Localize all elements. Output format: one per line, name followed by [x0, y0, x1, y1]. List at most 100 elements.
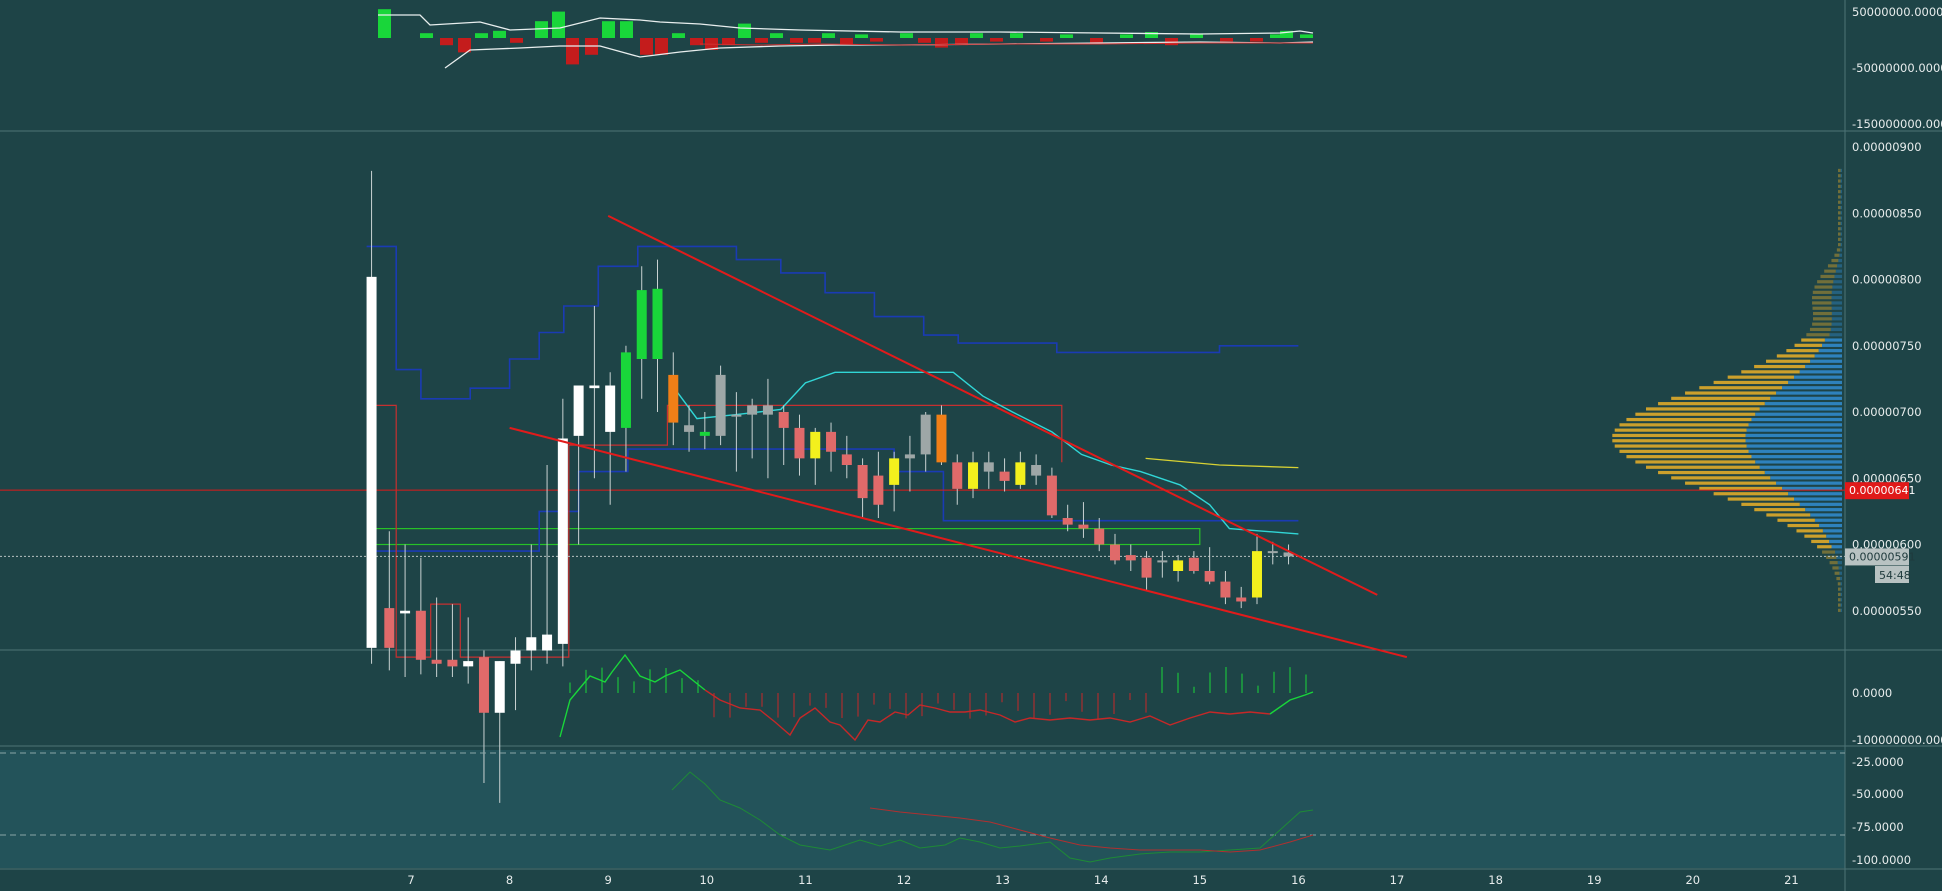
volume-profile-bar	[1713, 492, 1789, 496]
volume-profile-bar	[1812, 306, 1832, 310]
candle-body	[983, 462, 994, 472]
volume-profile-bar	[1805, 364, 1842, 369]
top-volume-bar	[1040, 38, 1053, 42]
volume-profile-bar	[1745, 439, 1842, 443]
candle-body	[1204, 571, 1215, 582]
top-volume-bar	[1165, 38, 1178, 46]
candle-body	[652, 288, 663, 359]
volume-profile-bar	[1685, 481, 1777, 485]
volume-profile-bar	[1612, 439, 1746, 443]
top-volume-bar	[935, 38, 948, 48]
donchian-upper-line	[366, 245, 1299, 400]
candlesticks	[366, 170, 1294, 803]
oscillator-panel	[559, 653, 1314, 742]
top-volume-bar	[1190, 34, 1203, 38]
volume-profile-bar	[1746, 444, 1842, 448]
top-volume-bar	[1250, 38, 1263, 42]
volume-profile-bar	[1811, 539, 1830, 544]
volume-profile-bar	[1812, 301, 1832, 305]
last-price-badge-text: 0.00000591	[1849, 550, 1915, 563]
candle-body	[1094, 528, 1105, 545]
top-volume-bar	[755, 38, 768, 43]
volume-profile-bar	[1840, 248, 1842, 252]
volume-profile-bar	[1833, 280, 1842, 284]
volume-profile-bar	[1834, 571, 1840, 575]
trendline	[509, 426, 1408, 659]
volume-profile-bar	[1814, 518, 1842, 522]
candle-body	[1141, 557, 1152, 578]
price-tick-label: 0.00000750	[1852, 339, 1922, 353]
candle-body	[810, 431, 821, 459]
volume-profile-bar	[1838, 168, 1841, 173]
red-step-line	[376, 404, 1063, 658]
candle-body	[731, 414, 742, 417]
bottom-tick-label: -50.0000	[1852, 787, 1904, 801]
volume-profile-bar	[1782, 386, 1842, 390]
top-volume-bar	[510, 38, 523, 43]
volume-profile-bar	[1626, 417, 1752, 422]
top-volume-bar	[955, 38, 968, 46]
top-volume-bar	[655, 38, 668, 55]
candle-body	[463, 661, 474, 667]
top-volume-bar	[1120, 34, 1133, 38]
top-tick-label: 50000000.0000	[1852, 5, 1942, 19]
volume-profile-bar	[1776, 354, 1815, 358]
oscillator-line-red	[704, 689, 1271, 742]
volume-profile-bar	[1810, 513, 1842, 517]
volume-profile-bar	[1826, 555, 1837, 559]
volume-profile-bar	[1812, 290, 1832, 294]
candle-body	[573, 385, 584, 436]
top-volume-bar	[840, 38, 853, 46]
volume-profile-bar	[1794, 343, 1823, 347]
candle-body	[936, 414, 947, 463]
price-tick-label: 0.00000600	[1852, 538, 1922, 552]
volume-profile-bar	[1838, 227, 1841, 231]
top-volume-bar	[1145, 32, 1158, 38]
volume-profile-bar	[1793, 375, 1842, 379]
volume-profile-bar	[1685, 391, 1777, 395]
candle-body	[1173, 560, 1184, 571]
volume-profile-bar	[1839, 571, 1842, 575]
volume-profile-bar	[1751, 455, 1842, 459]
bottom-tick-label: -25.0000	[1852, 755, 1904, 769]
volume-profile-bar	[1840, 205, 1842, 210]
candle-body	[478, 657, 489, 713]
volume-profile-bar	[1794, 497, 1842, 501]
volume-profile-bar	[1671, 396, 1771, 400]
volume-profile-bar	[1804, 534, 1827, 538]
volume-profile-bar	[1838, 608, 1841, 612]
volume-profile-bar	[1840, 174, 1842, 178]
last-price-badge: 0.00000591 54:48	[1845, 548, 1915, 583]
top-volume-bar	[1220, 38, 1233, 42]
candle-body	[999, 471, 1010, 481]
bottom-oscillator-panel	[0, 752, 1845, 863]
main-price-panel	[0, 168, 1845, 803]
volume-profile-bar	[1658, 402, 1765, 406]
x-tick-label: 19	[1587, 873, 1602, 887]
top-volume-bar	[420, 33, 433, 38]
volume-profile-bar	[1840, 237, 1842, 241]
volume-profile-bar	[1838, 205, 1841, 210]
volume-profile-bar	[1741, 502, 1800, 506]
bottom-green-line	[671, 771, 1314, 863]
candle-body	[366, 276, 377, 648]
volume-profile-bar	[1658, 470, 1765, 475]
oscillator-line-green	[559, 653, 706, 738]
countdown-badge-bg	[1875, 566, 1909, 583]
volume-profile-bar	[1838, 603, 1841, 607]
top-volume-bar	[1300, 34, 1313, 38]
candle-body	[684, 425, 695, 432]
x-tick-label: 12	[897, 873, 912, 887]
candle-body	[1110, 544, 1121, 561]
top-volume-bar	[918, 38, 931, 43]
candle-body	[873, 475, 884, 505]
volume-profile-bar	[1812, 322, 1832, 326]
x-tick-label: 14	[1094, 873, 1109, 887]
top-volume-bar	[602, 21, 615, 38]
top-volume-bar	[535, 21, 548, 38]
x-tick-label: 8	[506, 873, 513, 887]
volume-profile-bar	[1840, 216, 1842, 220]
volume-profile-bar	[1817, 545, 1832, 549]
volume-profile-bar	[1831, 311, 1842, 316]
